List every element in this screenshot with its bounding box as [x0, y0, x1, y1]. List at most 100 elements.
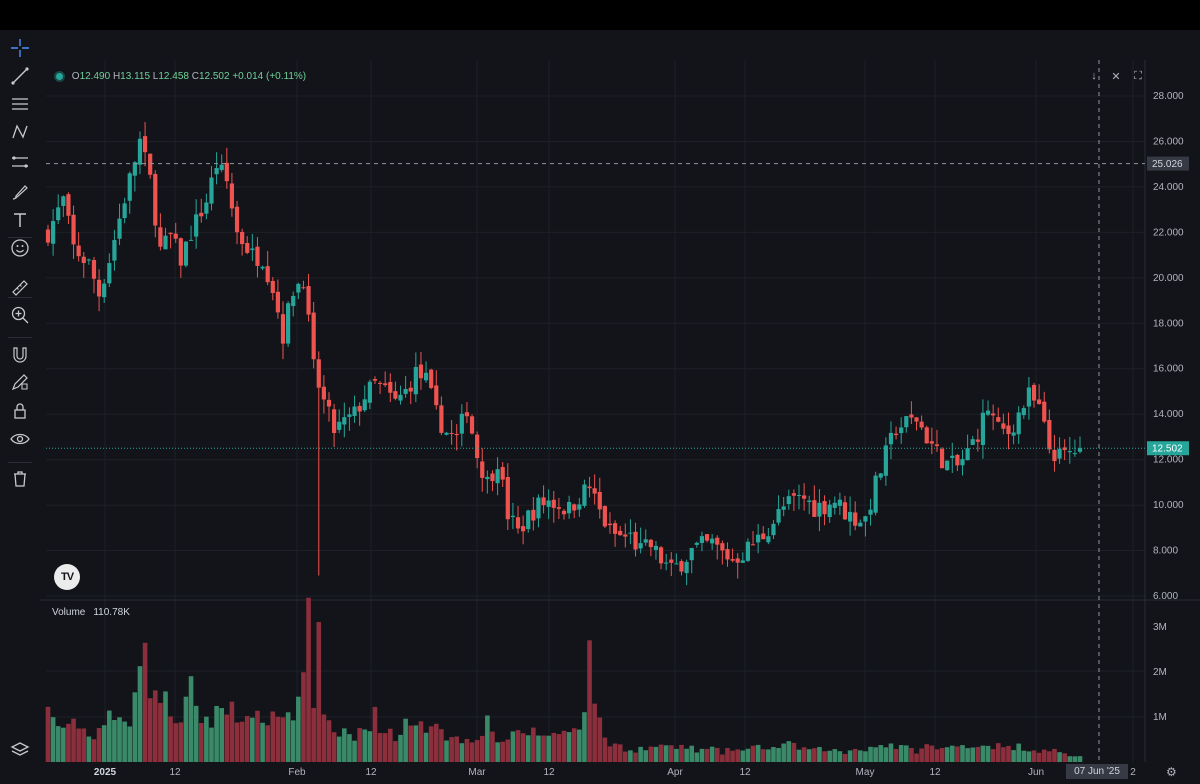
- price-tick-label: 16.000: [1153, 364, 1184, 375]
- volume-bar: [1052, 748, 1057, 762]
- candle-body: [822, 501, 827, 515]
- price-chart[interactable]: 28.000 26.000 24.000 22.000 20.000 18.000 16.0…: [40, 30, 1200, 779]
- time-tick-label: Apr: [667, 767, 683, 778]
- volume-bar: [755, 744, 761, 762]
- candle-body: [592, 488, 597, 494]
- candle-body: [577, 504, 582, 510]
- volume-bar: [71, 718, 76, 762]
- text-icon[interactable]: [9, 209, 31, 231]
- lock-drawing-icon[interactable]: [9, 371, 31, 393]
- volume-bar: [689, 745, 695, 762]
- pattern-icon[interactable]: [9, 121, 31, 143]
- candle-body: [163, 235, 168, 250]
- volume-bar: [1016, 743, 1021, 762]
- candle-body: [321, 386, 326, 400]
- volume-bar: [709, 746, 715, 762]
- volume-bar: [924, 744, 930, 762]
- candle-body: [56, 207, 61, 221]
- layers-icon[interactable]: [9, 739, 31, 761]
- candle-body: [275, 291, 281, 313]
- candle-body: [219, 164, 224, 171]
- chart-canvas[interactable]: 28.00026.00024.00022.00020.00018.00016.0…: [40, 30, 1200, 779]
- volume-bar: [842, 754, 848, 762]
- crosshair-icon[interactable]: [9, 37, 31, 59]
- volume-bar: [326, 720, 332, 762]
- fullscreen-icon[interactable]: ⛶: [1134, 70, 1142, 82]
- top-bar: [0, 0, 1200, 30]
- volume-bar: [817, 747, 822, 762]
- volume-bar: [357, 728, 362, 762]
- toolbar-separator: [8, 297, 32, 298]
- candle-body: [1057, 448, 1062, 459]
- candle-body: [842, 502, 848, 520]
- volume-bar: [265, 725, 270, 762]
- ruler-icon[interactable]: [9, 277, 31, 299]
- volume-bar: [903, 745, 909, 762]
- volume-bar: [929, 745, 935, 762]
- settings-icon[interactable]: ⚙: [1166, 765, 1177, 779]
- volume-bar: [1047, 751, 1052, 762]
- low-value: 12.458: [158, 71, 189, 82]
- candle-body: [980, 412, 986, 445]
- volume-bar: [587, 640, 592, 762]
- candle-body: [853, 512, 858, 526]
- lock-icon[interactable]: [9, 400, 31, 422]
- last-price-box: [1147, 441, 1189, 456]
- candle-body: [546, 500, 551, 507]
- volume-bar: [730, 750, 735, 762]
- volume-bar: [648, 746, 654, 762]
- zoom-in-icon[interactable]: [9, 304, 31, 326]
- volume-bar: [260, 722, 265, 762]
- magnet-icon[interactable]: [9, 344, 31, 366]
- volume-bar: [137, 666, 143, 762]
- volume-bar: [980, 745, 986, 762]
- candle-body: [485, 476, 490, 480]
- candle-body: [945, 460, 950, 471]
- candle-body: [572, 504, 577, 511]
- candle-body: [776, 509, 781, 523]
- candle-body: [260, 266, 265, 269]
- brush-icon[interactable]: [9, 181, 31, 203]
- candle-body: [950, 455, 955, 458]
- time-tick-label: Feb: [288, 767, 306, 778]
- volume-bar: [301, 672, 306, 762]
- candle-body: [551, 499, 556, 508]
- volume-bar: [822, 751, 827, 762]
- emoji-icon[interactable]: [9, 237, 31, 259]
- volume-bar: [832, 749, 838, 762]
- close-icon[interactable]: ✕: [1111, 71, 1121, 83]
- candle-body: [740, 560, 745, 563]
- volume-bar: [960, 745, 965, 762]
- volume-bar: [81, 728, 87, 762]
- candle-body: [132, 162, 137, 176]
- volume-bar: [571, 728, 577, 762]
- candle-body: [756, 534, 761, 543]
- horizontal-lines-icon[interactable]: [9, 93, 31, 115]
- volume-bar: [413, 725, 419, 762]
- tradingview-logo[interactable]: TV: [54, 564, 80, 590]
- candle-body: [745, 541, 751, 561]
- volume-tick-label: 1M: [1153, 712, 1167, 723]
- trend-line-icon[interactable]: [9, 65, 31, 87]
- volume-bar: [1072, 756, 1078, 762]
- eye-icon[interactable]: [9, 428, 31, 450]
- volume-bar: [193, 705, 199, 762]
- volume-bar: [495, 742, 500, 762]
- volume-bar: [127, 726, 133, 762]
- time-tick-label: 12: [169, 767, 181, 778]
- volume-bar: [209, 727, 214, 762]
- arrow-down-icon[interactable]: ↓: [1091, 70, 1097, 82]
- candle-body: [500, 467, 505, 480]
- volume-bar: [985, 745, 991, 762]
- volume-bar: [224, 714, 230, 762]
- candle-body: [362, 399, 367, 411]
- candle-body: [807, 500, 812, 503]
- channel-icon[interactable]: [9, 151, 31, 173]
- candle-body: [878, 473, 883, 478]
- volume-bar: [801, 747, 807, 762]
- volume-bar: [536, 735, 541, 762]
- volume-bar: [393, 741, 398, 762]
- candle-body: [449, 432, 454, 434]
- candle-body: [224, 162, 229, 182]
- trash-icon[interactable]: [9, 468, 31, 490]
